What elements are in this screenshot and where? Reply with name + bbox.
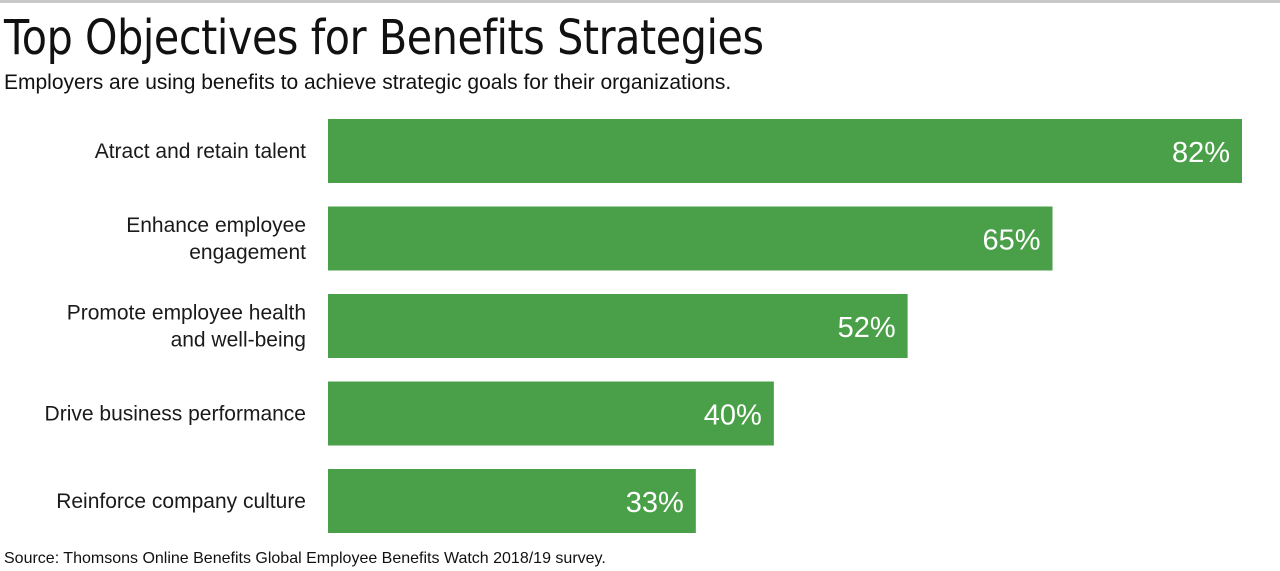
bar-value-label: 40% — [704, 400, 762, 432]
chart-subtitle: Employers are using benefits to achieve … — [4, 71, 732, 94]
category-label-line: Reinforce company culture — [56, 490, 306, 513]
bar-value-label: 52% — [838, 312, 896, 344]
bar-2 — [328, 206, 1053, 271]
bar-5 — [328, 469, 696, 533]
bar-value-label: 33% — [626, 487, 684, 519]
category-label: Atract and retain talent — [95, 140, 306, 163]
category-label-line: and well-being — [171, 329, 306, 352]
bar-4 — [328, 381, 774, 446]
bar-3 — [328, 294, 908, 358]
category-label-line: Atract and retain talent — [95, 140, 306, 163]
source-note: Source: Thomsons Online Benefits Global … — [4, 550, 606, 567]
bar-value-label: 65% — [982, 225, 1040, 257]
category-label: Promote employee health and well-being — [67, 302, 306, 352]
category-label-line: Promote employee health — [67, 302, 306, 325]
top-rule — [0, 0, 1280, 3]
category-label-line: engagement — [189, 241, 306, 264]
chart-title: Top Objectives for Benefits Strategies — [4, 10, 764, 66]
category-label-line: Drive business performance — [45, 403, 306, 426]
category-label: Reinforce company culture — [56, 490, 306, 513]
category-label: Drive business performance — [45, 403, 306, 426]
category-label-line: Enhance employee — [126, 214, 306, 237]
category-label: Enhance employee engagement — [126, 214, 306, 264]
bar-1 — [328, 119, 1242, 183]
bar-value-label: 82% — [1172, 137, 1230, 169]
